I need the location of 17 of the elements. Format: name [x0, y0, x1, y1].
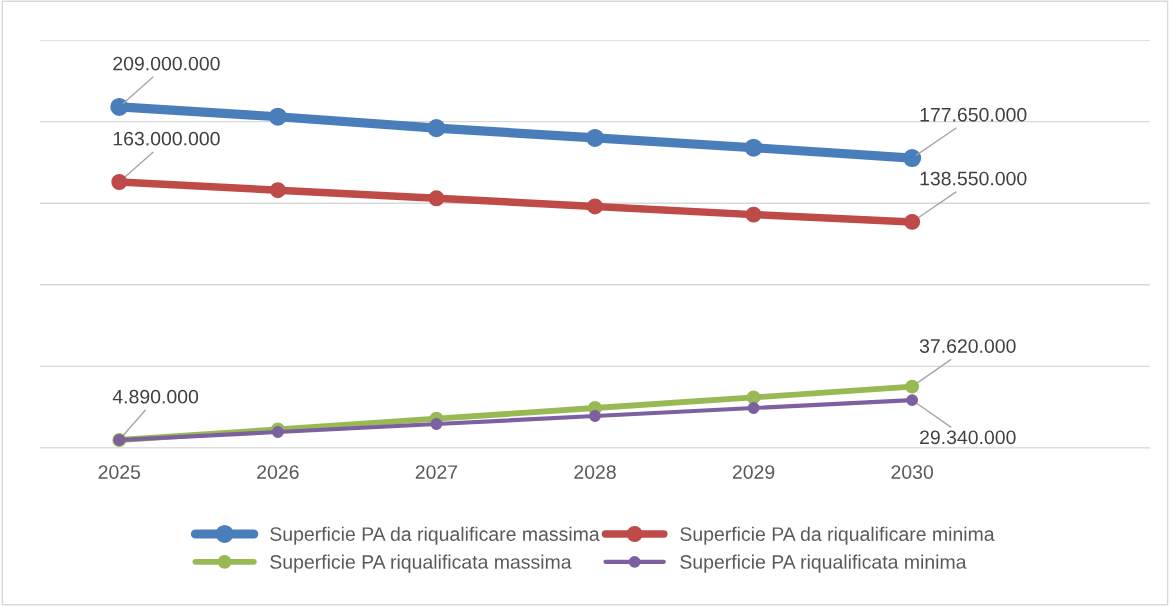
legend-label: Superficie PA da riqualificare minima: [680, 526, 995, 545]
legend-label: Superficie PA riqualificata massima: [270, 554, 572, 573]
legend-label: Superficie PA da riqualificare massima: [270, 526, 600, 545]
data-label: 29.340.000: [920, 430, 1016, 445]
data-label: 37.620.000: [919, 339, 1016, 353]
x-tick-label: 2030: [891, 465, 934, 479]
data-label: 163.000.000: [113, 131, 220, 146]
data-label: 209.000.000: [113, 56, 220, 71]
x-tick-label: 2029: [732, 465, 775, 479]
legend-label: Superficie PA riqualificata minima: [680, 554, 967, 573]
x-tick-label: 2028: [574, 465, 616, 479]
data-label: 4.890.000: [112, 389, 199, 404]
x-tick-label: 2027: [415, 465, 458, 479]
data-label: 138.550.000: [920, 171, 1027, 186]
x-tick-label: 2026: [257, 465, 299, 479]
x-tick-label: 2025: [98, 465, 141, 479]
data-label: 177.650.000: [920, 107, 1027, 122]
